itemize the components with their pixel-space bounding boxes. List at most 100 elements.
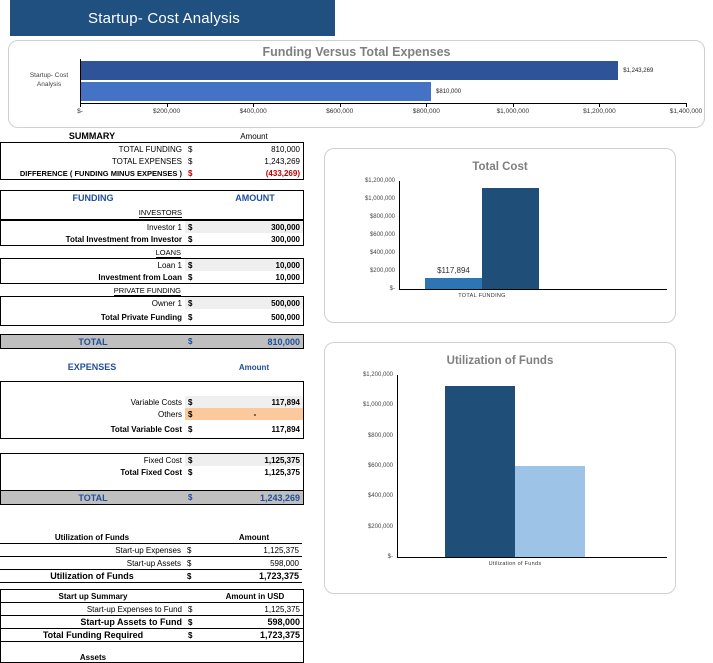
table-row[interactable]: Total Fixed Cost $ 1,125,375: [1, 466, 304, 478]
spacer-cell: [184, 359, 206, 375]
table-row[interactable]: Investor 1 $ 300,000: [1, 220, 304, 233]
spacer-cell: [1, 382, 186, 397]
summary-row-label: TOTAL FUNDING: [118, 144, 182, 154]
owner-row-currency: $: [185, 296, 207, 309]
bar-total-variable-cost: $117,894: [425, 266, 482, 289]
funding-total-label: TOTAL: [0, 334, 185, 349]
table-row[interactable]: Others $ -: [1, 408, 304, 420]
bar-total-fixed-cost: [482, 187, 539, 289]
spreadsheet-area: SUMMARY Amount TOTAL FUNDING $ 810,000 T…: [0, 130, 304, 663]
table-row[interactable]: Investment from Loan $ 10,000: [1, 271, 304, 284]
chart-utilization-of-funds[interactable]: Utilization of Funds Utilization of Fund…: [324, 342, 676, 594]
x-axis-tick-label: $-: [77, 108, 83, 115]
table-row[interactable]: TOTAL $ 810,000: [0, 334, 304, 349]
table-row[interactable]: Start-up Expenses $ 1,125,375: [0, 543, 302, 557]
spacer-cell: [184, 130, 206, 142]
total-funding-required-label: Total Funding Required: [0, 628, 185, 642]
total-loan-amount: 10,000: [275, 272, 300, 282]
loans-title-text: LOANS: [155, 247, 181, 258]
startup-expenses-to-fund-label: Start-up Expenses to Fund: [0, 602, 185, 616]
table-funding-private[interactable]: Owner 1 $ 500,000 Total Private Funding …: [0, 296, 304, 326]
others-amount: -: [207, 408, 304, 420]
table-row: EXPENSES Amount: [0, 359, 302, 375]
investors-title-text: INVESTORS: [138, 207, 182, 218]
utilization-total-amount: 1,723,375: [206, 569, 302, 583]
table-expenses-header: EXPENSES Amount: [0, 359, 302, 375]
divider: [0, 349, 288, 359]
table-row[interactable]: TOTAL FUNDING $ 810,000: [1, 143, 304, 156]
table-row[interactable]: Start-up Expenses to Fund $ 1,125,375: [0, 602, 304, 616]
bar-startup-expenses: [445, 386, 515, 557]
table-utilization-of-funds[interactable]: Utilization of Funds Amount Start-up Exp…: [0, 531, 302, 583]
table-row[interactable]: Total Funding Required $ 1,723,375: [0, 628, 304, 642]
startup-expenses-currency: $: [184, 543, 206, 557]
table-row[interactable]: Start-up Assets to Fund $ 598,000: [0, 615, 304, 629]
x-axis-tick: [166, 103, 168, 107]
table-variable-costs[interactable]: Variable Costs $ 117,894 Others $ - Tota…: [0, 381, 304, 439]
table-row[interactable]: Fixed Cost $ 1,125,375: [1, 453, 304, 466]
total-fixed-cost-label: Total Fixed Cost: [120, 467, 182, 477]
table-row[interactable]: Owner 1 $ 500,000: [1, 296, 304, 309]
investor-row-amount: 300,000: [207, 220, 304, 233]
table-row[interactable]: Variable Costs $ 117,894: [1, 396, 304, 408]
private-title-text: PRIVATE FUNDING: [113, 285, 181, 296]
bar-total-funding: $810,000: [81, 82, 461, 101]
table-funding-loans[interactable]: Loan 1 $ 10,000 Investment from Loan $ 1…: [0, 258, 304, 284]
chart-plot-area-horizontal-bars: $1,243,269 $810,000: [81, 59, 686, 103]
x-axis-tick-label: $600,000: [326, 108, 354, 115]
table-row[interactable]: TOTAL EXPENSES $ 1,243,269: [1, 155, 304, 167]
table-row: Utilization of Funds Amount: [0, 531, 302, 544]
total-private-label: Total Private Funding: [100, 312, 182, 322]
total-variable-cost-currency: $: [188, 424, 193, 434]
table-row[interactable]: Start-up Assets $ 598,000: [0, 556, 302, 570]
total-investor-label: Total Investment from Investor: [65, 234, 182, 244]
expenses-heading: EXPENSES: [67, 362, 117, 372]
x-axis-tick: [599, 103, 601, 107]
spacer-cell: [185, 205, 207, 220]
total-variable-cost-amount: 117,894: [271, 424, 300, 434]
expenses-total-amount: 1,243,269: [207, 490, 304, 505]
chart-x-category-utilization: Utilization of Funds: [488, 561, 542, 567]
table-row[interactable]: DIFFERENCE ( FUNDING MINUS EXPENSES ) $ …: [0, 167, 304, 180]
summary-difference-label: DIFFERENCE ( FUNDING MINUS EXPENSES ): [0, 167, 185, 180]
assets-section-label: Assets: [79, 653, 107, 662]
divider: [0, 439, 288, 453]
startup-assets-to-fund-amount: 598,000: [207, 615, 304, 629]
table-summary-header: SUMMARY Amount: [0, 130, 302, 142]
chart-total-cost[interactable]: Total Cost $117,894 TOTAL FUNDING $- $200…: [324, 148, 676, 323]
spacer-cell: [184, 531, 206, 544]
utilization-heading: Utilization of Funds: [0, 531, 184, 544]
startup-assets-to-fund-currency: $: [185, 615, 207, 629]
y-axis-tick-label: $800,000: [369, 214, 395, 220]
table-summary[interactable]: TOTAL FUNDING $ 810,000 TOTAL EXPENSES $…: [0, 142, 304, 180]
page-title-banner: Startup- Cost Analysis: [10, 0, 335, 36]
startup-expenses-amount: 1,125,375: [206, 543, 302, 557]
funding-amount-heading: AMOUNT: [235, 193, 275, 203]
chart-title-total-cost: Total Cost: [472, 161, 528, 173]
total-investor-amount: 300,000: [271, 234, 300, 244]
table-row: LOANS: [0, 246, 302, 258]
table-startup-summary[interactable]: Start up Summary Amount in USD Start-up …: [0, 589, 304, 663]
table-loans-title: LOANS: [0, 246, 302, 258]
chart-funding-versus-expenses[interactable]: Funding Versus Total Expenses Startup- C…: [8, 40, 705, 128]
table-fixed-costs[interactable]: Fixed Cost $ 1,125,375 Total Fixed Cost …: [0, 453, 304, 505]
loan-row-currency: $: [185, 258, 207, 271]
table-row[interactable]: Total Investment from Investor $ 300,000: [1, 233, 304, 246]
spacer-cell: [185, 382, 207, 397]
total-fixed-cost-currency: $: [188, 467, 193, 477]
table-funding[interactable]: FUNDING AMOUNT INVESTORS: [0, 190, 304, 220]
table-row[interactable]: Utilization of Funds $ 1,723,375: [0, 569, 302, 583]
summary-row-currency: $: [188, 144, 193, 154]
table-row: Assets: [1, 642, 304, 663]
table-funding-investors[interactable]: Investor 1 $ 300,000 Total Investment fr…: [0, 220, 304, 246]
bar-startup-assets: [515, 466, 585, 557]
total-private-amount: 500,000: [271, 312, 300, 322]
chart-x-category-total-cost: TOTAL FUNDING: [458, 293, 506, 299]
y-axis-tick-label: $800,000: [367, 432, 393, 439]
table-funding-total[interactable]: TOTAL $ 810,000: [0, 334, 304, 349]
table-row[interactable]: Total Variable Cost $ 117,894: [1, 420, 304, 439]
y-axis-tick-label: $1,000,000: [362, 402, 393, 409]
table-row[interactable]: TOTAL $ 1,243,269: [0, 490, 304, 505]
table-row[interactable]: Loan 1 $ 10,000: [1, 258, 304, 271]
table-row[interactable]: Total Private Funding $ 500,000: [1, 309, 304, 326]
